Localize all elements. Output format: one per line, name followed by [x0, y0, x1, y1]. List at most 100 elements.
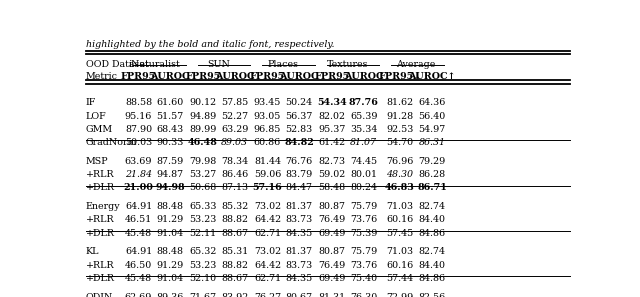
- Text: 94.98: 94.98: [156, 183, 185, 192]
- Text: 95.16: 95.16: [125, 112, 152, 121]
- Text: 72.99: 72.99: [387, 293, 413, 297]
- Text: SUN: SUN: [207, 60, 230, 69]
- Text: 58.48: 58.48: [319, 183, 346, 192]
- Text: 54.34: 54.34: [317, 98, 347, 107]
- Text: 79.29: 79.29: [419, 157, 446, 166]
- Text: 78.34: 78.34: [221, 157, 248, 166]
- Text: FPR95: FPR95: [121, 72, 156, 81]
- Text: 50.03: 50.03: [125, 138, 152, 147]
- Text: Textures: Textures: [327, 60, 369, 69]
- Text: 69.49: 69.49: [318, 229, 346, 238]
- Text: AUROC: AUROC: [150, 72, 190, 81]
- Text: 75.39: 75.39: [350, 229, 378, 238]
- Text: 61.42: 61.42: [319, 138, 346, 147]
- Text: +DLR: +DLR: [86, 274, 115, 283]
- Text: 65.32: 65.32: [189, 247, 217, 256]
- Text: 83.73: 83.73: [285, 261, 313, 270]
- Text: 53.27: 53.27: [189, 170, 216, 179]
- Text: 64.42: 64.42: [254, 261, 281, 270]
- Text: 71.03: 71.03: [387, 202, 413, 211]
- Text: 46.83: 46.83: [385, 183, 415, 192]
- Text: 68.43: 68.43: [157, 125, 184, 134]
- Text: 84.35: 84.35: [285, 274, 313, 283]
- Text: 62.71: 62.71: [254, 229, 281, 238]
- Text: iNaturalist: iNaturalist: [129, 60, 180, 69]
- Text: IF: IF: [86, 98, 97, 107]
- Text: 87.59: 87.59: [157, 157, 184, 166]
- Text: 59.02: 59.02: [318, 170, 346, 179]
- Text: 84.47: 84.47: [285, 183, 313, 192]
- Text: 35.34: 35.34: [350, 125, 378, 134]
- Text: OOD Dataset: OOD Dataset: [86, 60, 148, 69]
- Text: 63.29: 63.29: [221, 125, 248, 134]
- Text: 84.40: 84.40: [419, 215, 445, 225]
- Text: 87.90: 87.90: [125, 125, 152, 134]
- Text: 52.11: 52.11: [189, 229, 216, 238]
- Text: 62.69: 62.69: [125, 293, 152, 297]
- Text: 53.23: 53.23: [189, 215, 217, 225]
- Text: 81.07: 81.07: [350, 138, 377, 147]
- Text: 86.28: 86.28: [419, 170, 445, 179]
- Text: 65.33: 65.33: [189, 202, 217, 211]
- Text: 60.16: 60.16: [387, 261, 413, 270]
- Text: 56.37: 56.37: [285, 112, 313, 121]
- Text: 94.89: 94.89: [189, 112, 216, 121]
- Text: 57.45: 57.45: [387, 229, 413, 238]
- Text: 96.85: 96.85: [254, 125, 281, 134]
- Text: GradNorm: GradNorm: [86, 138, 138, 147]
- Text: 84.86: 84.86: [419, 229, 445, 238]
- Text: AUROC: AUROC: [280, 72, 319, 81]
- Text: FPR95: FPR95: [250, 72, 285, 81]
- Text: 73.02: 73.02: [254, 247, 281, 256]
- Text: 91.04: 91.04: [157, 274, 184, 283]
- Text: 57.16: 57.16: [253, 183, 282, 192]
- Text: 85.31: 85.31: [221, 247, 248, 256]
- Text: 84.82: 84.82: [284, 138, 314, 147]
- Text: 86.46: 86.46: [221, 170, 248, 179]
- Text: 73.02: 73.02: [254, 202, 281, 211]
- Text: 65.39: 65.39: [350, 112, 378, 121]
- Text: 53.23: 53.23: [189, 261, 217, 270]
- Text: 88.48: 88.48: [157, 202, 184, 211]
- Text: 80.67: 80.67: [285, 293, 313, 297]
- Text: 76.96: 76.96: [386, 157, 413, 166]
- Text: 71.67: 71.67: [189, 293, 216, 297]
- Text: 88.67: 88.67: [221, 274, 248, 283]
- Text: 80.24: 80.24: [350, 183, 377, 192]
- Text: +DLR: +DLR: [86, 229, 115, 238]
- Text: GMM: GMM: [86, 125, 113, 134]
- Text: 88.82: 88.82: [221, 215, 248, 225]
- Text: Places: Places: [268, 60, 299, 69]
- Text: 87.13: 87.13: [221, 183, 248, 192]
- Text: 64.91: 64.91: [125, 202, 152, 211]
- Text: 83.73: 83.73: [285, 215, 313, 225]
- Text: 93.05: 93.05: [254, 112, 281, 121]
- Text: AUROC↑: AUROC↑: [408, 72, 456, 81]
- Text: 48.30: 48.30: [387, 170, 413, 179]
- Text: 60.16: 60.16: [387, 215, 413, 225]
- Text: +DLR: +DLR: [86, 183, 115, 192]
- Text: +RLR: +RLR: [86, 215, 115, 225]
- Text: 82.73: 82.73: [319, 157, 346, 166]
- Text: 76.49: 76.49: [318, 261, 346, 270]
- Text: 92.53: 92.53: [386, 125, 413, 134]
- Text: 93.45: 93.45: [254, 98, 281, 107]
- Text: 91.29: 91.29: [157, 261, 184, 270]
- Text: 46.50: 46.50: [125, 261, 152, 270]
- Text: 21.84: 21.84: [125, 170, 152, 179]
- Text: 81.37: 81.37: [285, 202, 313, 211]
- Text: 94.87: 94.87: [157, 170, 184, 179]
- Text: 79.98: 79.98: [189, 157, 216, 166]
- Text: Energy: Energy: [86, 202, 120, 211]
- Text: 64.91: 64.91: [125, 247, 152, 256]
- Text: AUROC: AUROC: [344, 72, 383, 81]
- Text: 75.79: 75.79: [350, 247, 378, 256]
- Text: 50.68: 50.68: [189, 183, 216, 192]
- Text: 71.03: 71.03: [387, 247, 413, 256]
- Text: ODIN: ODIN: [86, 293, 113, 297]
- Text: 73.76: 73.76: [350, 215, 378, 225]
- Text: 82.02: 82.02: [319, 112, 346, 121]
- Text: 90.12: 90.12: [189, 98, 216, 107]
- Text: MSP: MSP: [86, 157, 109, 166]
- Text: 95.37: 95.37: [318, 125, 346, 134]
